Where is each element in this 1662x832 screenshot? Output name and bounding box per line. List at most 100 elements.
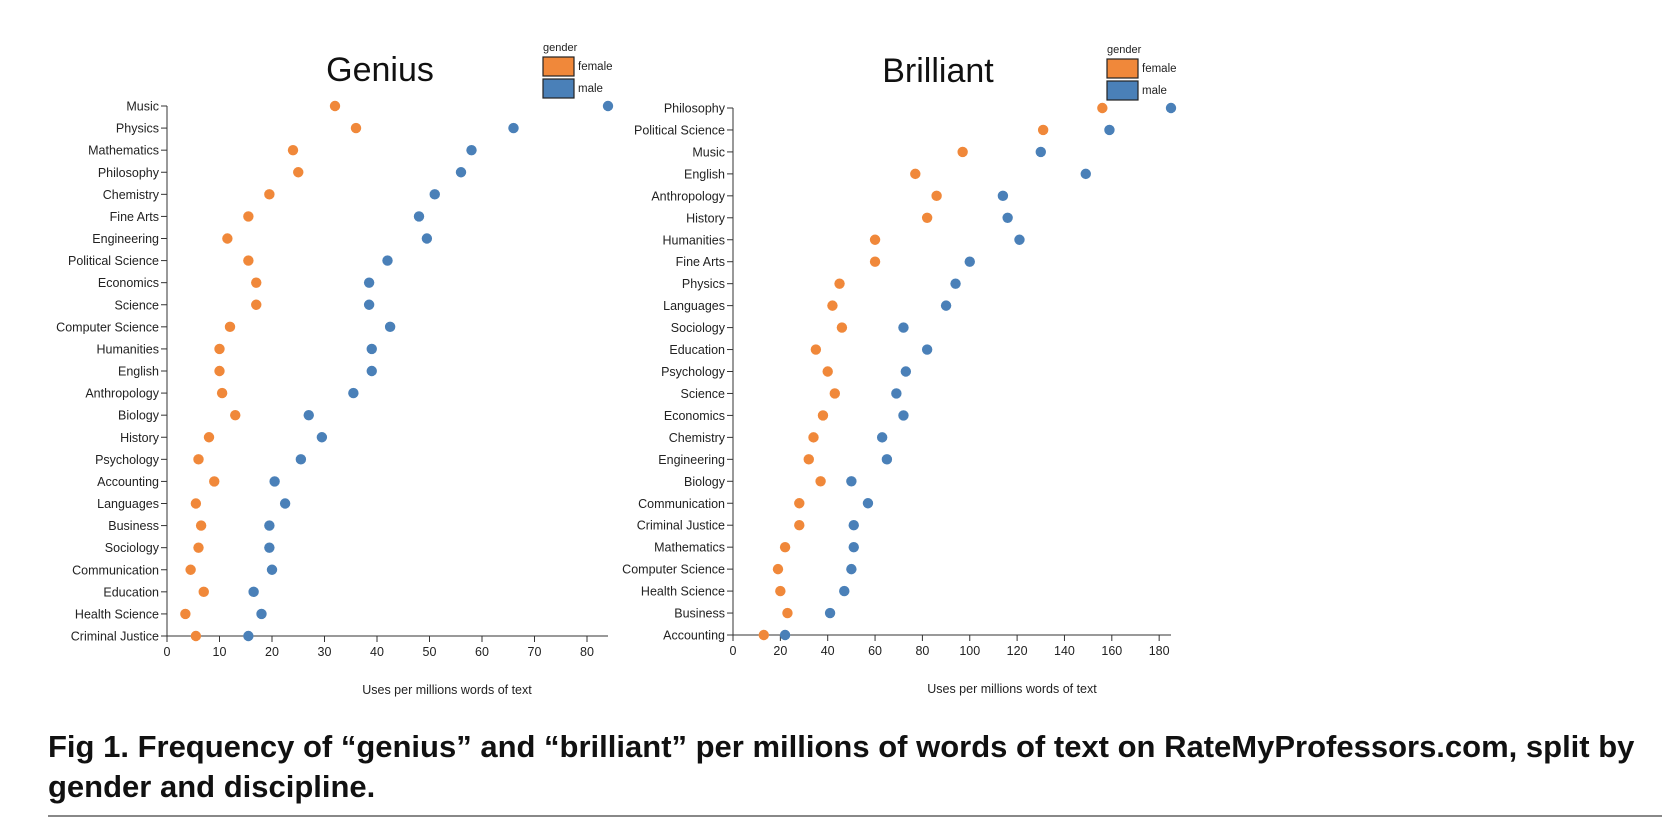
point-female-fine-arts	[243, 211, 254, 222]
y-tick-label-philosophy: Philosophy	[98, 166, 160, 180]
point-female-humanities	[869, 234, 881, 245]
point-female-languages	[827, 300, 838, 311]
point-male-political-science	[382, 255, 393, 266]
point-male-engineering	[421, 233, 433, 244]
y-tick-label-political-science: Political Science	[68, 254, 159, 268]
point-male-physics	[508, 122, 519, 134]
point-female-anthropology	[216, 387, 228, 399]
y-tick-label-music: Music	[126, 100, 159, 114]
point-male-chemistry	[429, 189, 440, 200]
y-tick-label-engineering: Engineering	[92, 232, 159, 246]
point-female-education	[810, 344, 822, 355]
point-male-health-science	[256, 608, 267, 620]
point-male-accounting	[269, 476, 280, 487]
y-tick-label-chemistry: Chemistry	[103, 188, 160, 202]
y-tick-label-science: Science	[115, 298, 160, 312]
point-male-chemistry	[876, 432, 888, 443]
x-tick-label-80: 80	[580, 645, 594, 659]
point-male-accounting	[779, 629, 791, 641]
point-female-history	[203, 432, 215, 443]
point-female-music	[329, 100, 341, 112]
y-tick-label-education: Education	[669, 343, 725, 357]
y-tick-label-computer-science: Computer Science	[56, 320, 159, 334]
point-male-psychology	[900, 366, 912, 377]
point-female-chemistry	[264, 189, 275, 200]
y-tick-label-psychology: Psychology	[95, 453, 160, 467]
point-male-political-science	[1104, 124, 1115, 136]
point-male-health-science	[839, 585, 850, 597]
y-tick-label-economics: Economics	[664, 409, 725, 423]
x-axis-label: Uses per millions words of text	[362, 683, 532, 697]
legend-label-male: male	[1142, 85, 1167, 97]
point-male-sociology	[264, 542, 275, 553]
y-tick-label-accounting: Accounting	[663, 629, 725, 643]
point-female-sociology	[193, 542, 204, 553]
point-male-computer-science	[384, 321, 396, 333]
x-tick-label-120: 120	[1007, 644, 1028, 658]
point-female-english	[910, 168, 921, 180]
point-male-humanities	[366, 343, 377, 355]
x-tick-label-160: 160	[1101, 644, 1122, 658]
legend-swatch-male	[1106, 80, 1139, 101]
point-female-humanities	[214, 343, 225, 355]
point-male-communication	[862, 498, 874, 509]
point-female-education	[198, 586, 209, 598]
point-male-mathematics	[848, 541, 859, 553]
point-male-english	[1080, 168, 1091, 180]
y-tick-label-sociology: Sociology	[671, 321, 726, 335]
point-female-languages	[190, 498, 202, 509]
y-tick-label-fine-arts: Fine Arts	[110, 210, 159, 224]
point-male-english	[366, 365, 377, 377]
point-male-economics	[898, 410, 909, 421]
legend-label-female: female	[578, 61, 613, 73]
y-tick-label-languages: Languages	[97, 497, 159, 511]
point-female-biology	[230, 409, 241, 421]
y-tick-label-biology: Biology	[118, 409, 160, 423]
x-tick-label-80: 80	[915, 644, 929, 658]
x-tick-label-20: 20	[773, 644, 787, 658]
point-female-economics	[817, 410, 829, 421]
y-tick-label-anthropology: Anthropology	[651, 189, 725, 203]
legend-swatch-female	[542, 56, 575, 77]
x-tick-label-0: 0	[730, 644, 737, 658]
y-tick-label-accounting: Accounting	[97, 475, 159, 489]
point-male-criminal-justice	[848, 520, 859, 531]
chart-genius: Genius Music Physics Mathematics Philosophy C…	[56, 42, 614, 697]
point-male-science	[891, 388, 902, 399]
y-tick-label-history: History	[686, 211, 726, 225]
y-tick-label-sociology: Sociology	[105, 541, 160, 555]
point-male-anthropology	[348, 387, 359, 399]
x-tick-label-60: 60	[475, 645, 489, 659]
legend-title: gender	[1107, 44, 1142, 56]
point-male-engineering	[881, 454, 893, 465]
x-tick-label-0: 0	[164, 645, 171, 659]
x-tick-label-10: 10	[213, 645, 227, 659]
point-female-music	[957, 146, 968, 158]
point-female-mathematics	[779, 541, 791, 553]
y-tick-label-business: Business	[108, 519, 159, 533]
point-female-science	[829, 388, 841, 399]
point-male-economics	[363, 277, 375, 288]
point-female-computer-science	[224, 321, 236, 333]
y-tick-label-english: English	[684, 167, 725, 181]
x-tick-label-40: 40	[821, 644, 835, 658]
point-male-biology	[303, 409, 314, 421]
point-female-political-science	[1037, 124, 1049, 136]
y-tick-label-education: Education	[103, 585, 159, 599]
point-female-science	[251, 299, 262, 310]
y-tick-label-engineering: Engineering	[658, 453, 725, 467]
point-female-anthropology	[931, 190, 942, 202]
y-tick-label-languages: Languages	[663, 299, 725, 313]
point-female-criminal-justice	[190, 630, 202, 642]
point-female-physics	[834, 278, 845, 289]
point-male-physics	[950, 278, 961, 289]
point-female-physics	[350, 122, 362, 134]
point-female-mathematics	[287, 144, 299, 156]
point-male-languages	[940, 300, 952, 311]
y-tick-label-mathematics: Mathematics	[654, 541, 725, 555]
y-tick-label-political-science: Political Science	[634, 123, 725, 137]
y-tick-label-physics: Physics	[116, 122, 159, 136]
point-male-sociology	[898, 322, 909, 333]
point-male-fine-arts	[964, 256, 975, 267]
